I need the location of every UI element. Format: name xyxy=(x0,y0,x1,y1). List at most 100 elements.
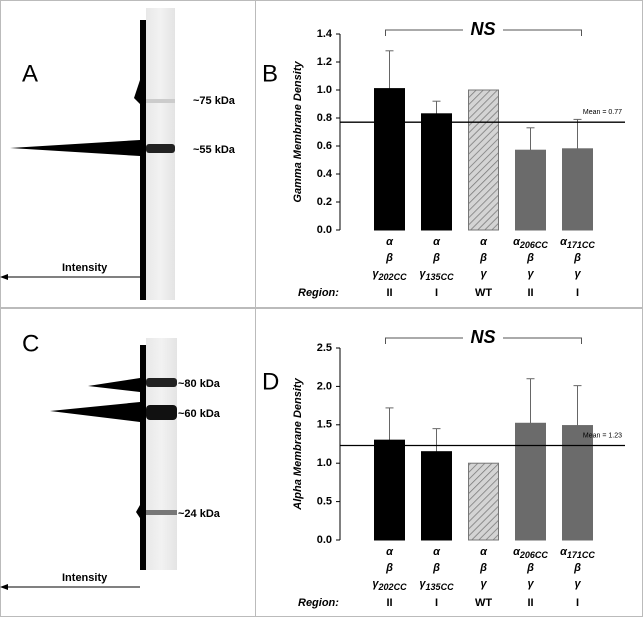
panel-letter: D xyxy=(262,368,279,395)
category-label: γ135CC xyxy=(419,268,454,282)
bar xyxy=(374,439,405,541)
category-label: β xyxy=(526,252,534,264)
band-label: ~80 kDa xyxy=(178,378,221,390)
y-tick-label: 1.2 xyxy=(317,56,332,68)
category-label: β xyxy=(479,562,487,574)
y-tick-label: 0.0 xyxy=(317,534,332,546)
category-base: γ xyxy=(372,268,379,280)
category-sub: 202CC xyxy=(378,582,408,592)
region-label: II xyxy=(527,287,533,299)
category-label: α171CC xyxy=(560,236,595,250)
bar xyxy=(468,89,499,231)
y-tick-label: 1.5 xyxy=(317,419,332,431)
region-label: I xyxy=(435,597,438,609)
panel-letter: C xyxy=(22,330,39,357)
bar xyxy=(468,462,499,541)
category-label: β xyxy=(479,252,487,264)
region-label: II xyxy=(527,597,533,609)
band-label: ~75 kDa xyxy=(193,95,236,107)
y-tick-label: 0.8 xyxy=(317,112,332,124)
category-sub: 206CC xyxy=(519,550,549,560)
category-label: γ xyxy=(480,268,487,280)
category-base: α xyxy=(560,236,568,248)
category-label: γ xyxy=(574,578,581,590)
category-label: α206CC xyxy=(513,546,548,560)
region-label: II xyxy=(386,597,392,609)
bracket-gap xyxy=(463,329,503,347)
category-label: γ202CC xyxy=(372,578,407,592)
category-sub: 135CC xyxy=(426,272,455,282)
region-label: WT xyxy=(475,597,492,609)
mean-label: Mean = 1.23 xyxy=(583,432,622,439)
category-label: α xyxy=(386,546,394,558)
category-label: γ xyxy=(527,578,534,590)
category-base: α xyxy=(560,546,568,558)
band-label: ~60 kDa xyxy=(178,408,221,420)
category-sub: 202CC xyxy=(378,272,408,282)
bar xyxy=(562,425,593,541)
category-sub: 171CC xyxy=(567,240,596,250)
bar xyxy=(515,422,546,541)
y-tick-label: 1.0 xyxy=(317,84,332,96)
axis-label: Intensity xyxy=(62,572,108,584)
category-label: β xyxy=(573,562,581,574)
category-label: α xyxy=(480,236,488,248)
bar xyxy=(421,451,452,541)
y-tick-label: 1.0 xyxy=(317,457,332,469)
region-label: WT xyxy=(475,287,492,299)
panel-letter: B xyxy=(262,60,278,87)
category-label: β xyxy=(573,252,581,264)
category-base: γ xyxy=(419,268,426,280)
category-label: β xyxy=(526,562,534,574)
y-tick-label: 0.0 xyxy=(317,224,332,236)
category-label: γ202CC xyxy=(372,268,407,282)
y-tick-label: 0.4 xyxy=(317,168,333,180)
y-tick-label: 0.6 xyxy=(317,140,332,152)
y-tick-label: 0.2 xyxy=(317,196,332,208)
category-label: α xyxy=(386,236,394,248)
region-label: I xyxy=(576,287,579,299)
bar xyxy=(421,113,452,231)
category-label: β xyxy=(432,252,440,264)
mean-label: Mean = 0.77 xyxy=(583,109,622,116)
region-title: Region: xyxy=(298,597,339,609)
y-axis-title: Gamma Membrane Density xyxy=(292,61,304,203)
region-title: Region: xyxy=(298,287,339,299)
bar xyxy=(374,88,405,231)
significance-label: NS xyxy=(470,327,495,347)
panel-letter: A xyxy=(22,60,38,87)
category-base: α xyxy=(513,546,521,558)
axis-label: Intensity xyxy=(62,262,108,274)
category-label: β xyxy=(432,562,440,574)
category-label: α206CC xyxy=(513,236,548,250)
category-base: γ xyxy=(372,578,379,590)
category-base: α xyxy=(513,236,521,248)
y-tick-label: 2.5 xyxy=(317,342,332,354)
category-label: α xyxy=(480,546,488,558)
region-label: I xyxy=(435,287,438,299)
blot-c: C ~80 kDa ~60 kDa ~24 kDa Intensity xyxy=(0,330,221,590)
y-tick-label: 1.4 xyxy=(317,28,333,40)
category-sub: 135CC xyxy=(426,582,455,592)
y-tick-label: 0.5 xyxy=(317,496,332,508)
bar xyxy=(515,149,546,231)
category-label: γ135CC xyxy=(419,578,454,592)
bar xyxy=(562,148,593,231)
band-label: ~24 kDa xyxy=(178,508,221,520)
category-sub: 171CC xyxy=(567,550,596,560)
y-tick-label: 2.0 xyxy=(317,380,332,392)
bracket-gap xyxy=(463,21,503,39)
category-sub: 206CC xyxy=(519,240,549,250)
category-base: γ xyxy=(419,578,426,590)
region-label: II xyxy=(386,287,392,299)
category-label: α xyxy=(433,236,441,248)
category-label: β xyxy=(385,252,393,264)
category-label: α xyxy=(433,546,441,558)
significance-label: NS xyxy=(470,19,495,39)
band-label: ~55 kDa xyxy=(193,144,236,156)
category-label: β xyxy=(385,562,393,574)
category-label: γ xyxy=(527,268,534,280)
region-label: I xyxy=(576,597,579,609)
blot-a: A ~75 kDa ~55 kDa Intensity xyxy=(0,8,236,300)
category-label: γ xyxy=(480,578,487,590)
